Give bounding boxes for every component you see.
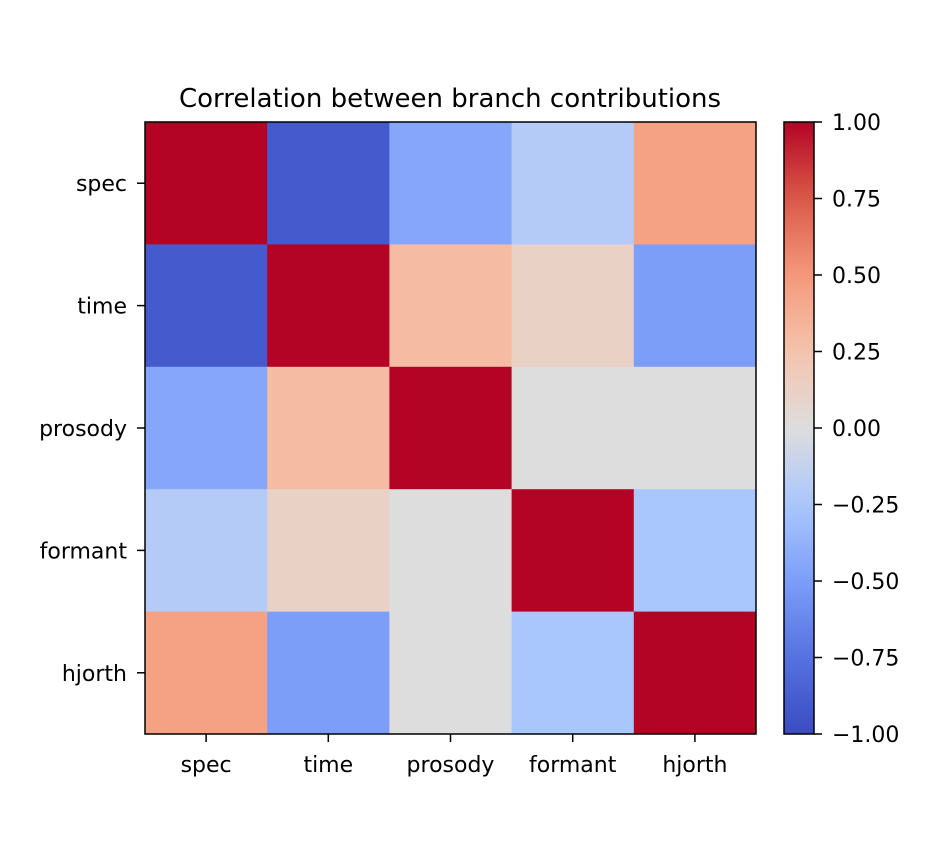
heatmap-cell: [145, 244, 268, 368]
heatmap-cell: [145, 611, 268, 735]
colorbar-tick-label: −0.75: [832, 647, 899, 672]
heatmap-cell: [511, 244, 635, 368]
y-tick-label: hjorth: [62, 662, 127, 687]
colorbar-tick-label: 0.00: [832, 417, 881, 442]
colorbar-tick-label: −0.50: [832, 570, 899, 595]
y-tick-label: time: [77, 295, 127, 320]
x-axis-ticks: spec time prosody formant hjorth: [181, 734, 727, 778]
y-axis-ticks: spec time prosody formant hjorth: [39, 172, 145, 687]
x-tick-label: formant: [529, 753, 617, 778]
heatmap-cell: [145, 366, 268, 490]
heatmap-cell: [389, 489, 513, 613]
heatmap-cells: [145, 122, 757, 735]
y-tick-label: formant: [40, 539, 128, 564]
heatmap-cell: [389, 244, 513, 368]
colorbar-tick-label: 0.50: [832, 264, 881, 289]
y-tick-label: spec: [76, 172, 127, 197]
chart-title: Correlation between branch contributions: [179, 84, 721, 114]
heatmap-cell: [511, 366, 635, 490]
heatmap-cell: [145, 122, 268, 245]
y-tick-label: prosody: [39, 417, 127, 442]
heatmap-cell: [633, 366, 757, 490]
heatmap-cell: [511, 122, 635, 245]
heatmap-cell: [267, 489, 390, 613]
heatmap-cell: [267, 244, 390, 368]
x-tick-label: hjorth: [662, 753, 727, 778]
colorbar-tick-label: 1.00: [832, 111, 881, 136]
heatmap-cell: [633, 244, 757, 368]
heatmap-cell: [633, 489, 757, 613]
colorbar-tick-label: −1.00: [832, 723, 899, 748]
heatmap-cell: [633, 122, 757, 245]
heatmap-cell: [389, 611, 513, 735]
colorbar-tick-label: −0.25: [832, 494, 899, 519]
heatmap-cell: [389, 122, 513, 245]
x-tick-label: spec: [181, 753, 232, 778]
heatmap-cell: [389, 366, 513, 490]
heatmap-cell: [633, 611, 757, 735]
heatmap-cell: [267, 611, 390, 735]
x-tick-label: time: [303, 753, 353, 778]
heatmap-cell: [511, 489, 635, 613]
heatmap-cell: [511, 611, 635, 735]
colorbar: [783, 121, 815, 735]
colorbar-ticks: 1.00 0.75 0.50 0.25 0.00 −0.25 −0.50 −0.75 −1.00: [814, 111, 899, 748]
heatmap-cell: [267, 122, 390, 245]
heatmap-cell: [145, 489, 268, 613]
heatmap-cell: [267, 366, 390, 490]
colorbar-tick-label: 0.25: [832, 341, 881, 366]
x-tick-label: prosody: [407, 753, 495, 778]
colorbar-tick-label: 0.75: [832, 188, 881, 213]
